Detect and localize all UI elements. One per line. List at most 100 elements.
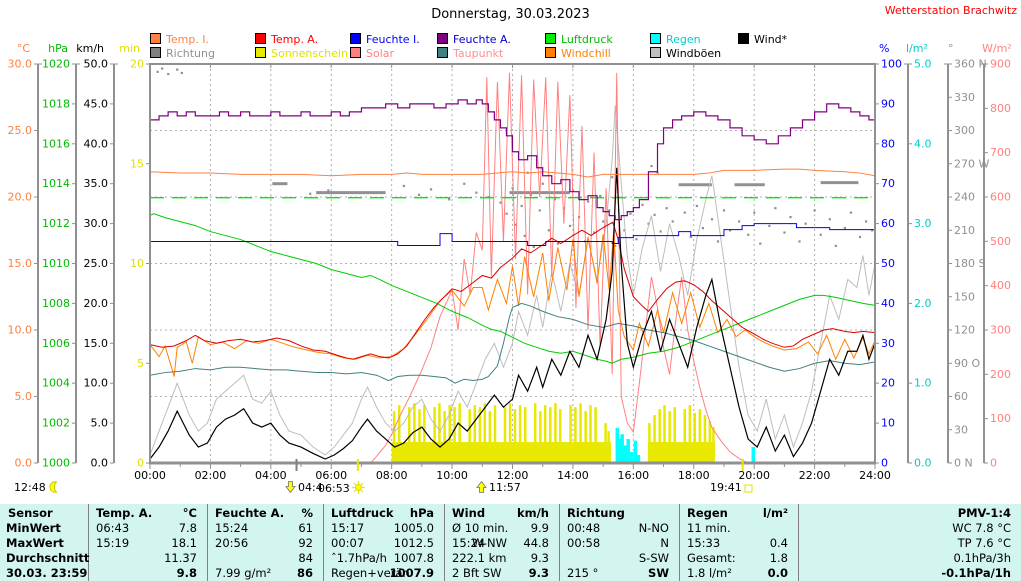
- series-sonnenschein-bar: [413, 403, 416, 462]
- column-unit: km/h: [516, 506, 549, 520]
- series-richtung-dot: [813, 209, 816, 212]
- series-sonnenschein-bar: [533, 403, 537, 462]
- series-sonnenschein-bar: [448, 405, 451, 462]
- series-taupunkt: [149, 302, 876, 384]
- legend-label: Feuchte I.: [366, 33, 420, 46]
- series-sonnenschein-bar: [418, 409, 421, 462]
- series-richtung-dot: [665, 207, 668, 210]
- series-regen-bar: [615, 427, 620, 462]
- axis-tick-label-humidity: 20: [881, 377, 895, 390]
- series-richtung-dot: [789, 215, 792, 219]
- cell-value: TP 7.6 °C: [957, 536, 1011, 550]
- series-sonnenschein-bar: [693, 413, 696, 462]
- column-unit: %: [301, 506, 313, 520]
- series-richtung-dot: [828, 218, 831, 221]
- axis-tick-label-direction: 120: [954, 324, 975, 337]
- legend-item-luftdruck: Luftdruck: [545, 33, 613, 46]
- series-sonnenschein-bar: [392, 411, 396, 462]
- axis-tick-label-humidity: 10: [881, 417, 895, 430]
- series-richtung-dot: [417, 193, 421, 196]
- series-feuchte-i: [150, 223, 875, 247]
- legend-item-feuchte-a: Feuchte A.: [437, 33, 511, 46]
- axis-tick-label-pressure: 1006: [42, 337, 70, 350]
- table-cell: 215 ° SW: [559, 566, 679, 581]
- series-sonnenschein-bar: [559, 409, 562, 462]
- axis-tick-label-direction: 210: [954, 224, 975, 237]
- legend-item-windboeen: Windböen: [650, 47, 721, 60]
- cell-time: 00:58: [567, 536, 601, 550]
- series-richtung-dot: [523, 234, 526, 237]
- axis-tick-label-temp: 30.0: [8, 58, 33, 71]
- solar-swatch-icon: [350, 47, 361, 58]
- series-sonnenschein-bar: [579, 403, 582, 462]
- axis-tick-label-solar: 300: [990, 324, 1011, 337]
- series-richtung-dot: [463, 182, 466, 185]
- cell-value: 9.9: [530, 521, 549, 535]
- x-axis-label: 24:00: [859, 469, 891, 482]
- cell-value: 9.8: [176, 566, 197, 580]
- legend-label: Regen: [666, 33, 701, 46]
- table-cell: ˆ1.7hPa/h 1007.8: [323, 551, 444, 566]
- cell-value: 7.8: [178, 521, 197, 535]
- series-richtung-dot: [843, 227, 846, 230]
- series-sonnenschein-bar: [683, 409, 686, 462]
- cell-time: Regen+verän: [331, 566, 410, 580]
- series-regen-bar: [751, 447, 756, 462]
- axis-unit-rain: l/m²: [906, 42, 928, 55]
- series-richtung-dot: [327, 189, 330, 192]
- axis-tick-label-humidity: 80: [881, 137, 895, 150]
- legend-item-feuchte-i: Feuchte I.: [350, 33, 420, 46]
- table-cell: 0.1hPa/3h: [798, 551, 1021, 566]
- series-sonnenschein-bar: [648, 423, 651, 462]
- series-richtung-dot: [659, 230, 662, 233]
- series-richtung-dot: [608, 209, 611, 212]
- cell-value: S-SW: [638, 551, 669, 565]
- series-richtung-dot: [729, 229, 732, 232]
- table-cell: 2 Bft SW 9.3: [444, 566, 559, 581]
- axis-tick-label-windspeed: 10.0: [84, 377, 109, 390]
- cell-time: 1.8 l/m²: [687, 566, 732, 580]
- luftdruck-swatch-icon: [545, 33, 556, 44]
- axis-tick-label-windspeed: 50.0: [84, 58, 109, 71]
- series-windboeen: [149, 105, 876, 456]
- x-axis-label: 20:00: [738, 469, 770, 482]
- axis-tick-label-pressure: 1020: [42, 58, 70, 71]
- table-row: 30.03. 23:59 9.8 7.99 g/m² 86 Regen+verän 100…: [0, 566, 1021, 581]
- table-cell: 00:07 1012.5: [323, 536, 444, 551]
- series-sonnenschein-bar: [574, 407, 577, 462]
- table-cell: 15:17 1005.0: [323, 521, 444, 536]
- table-cell: 222.1 km 9.3: [444, 551, 559, 566]
- axis-tick-label-solar: 400: [990, 279, 1011, 292]
- series-regen-bar: [620, 434, 624, 462]
- richtung-swatch-icon: [150, 47, 161, 58]
- cell-value: 1.8: [769, 551, 788, 565]
- series-sonnenschein-bar: [468, 409, 471, 462]
- cell-value: 0.1hPa/3h: [953, 551, 1011, 565]
- arrow-down-icon: [285, 481, 296, 494]
- x-axis-label: 08:00: [376, 469, 408, 482]
- series-richtung-dot: [671, 220, 674, 223]
- axis-tick-label-rain: 4.0: [914, 137, 932, 150]
- axis-tick-label-sunshine: 10: [130, 257, 144, 270]
- series-sonnenschein-bar: [569, 405, 572, 462]
- table-cell: Temp. A. °C: [88, 506, 207, 521]
- column-header: Feuchte A.: [215, 506, 285, 520]
- series-regen-bar: [626, 439, 630, 462]
- temp-a-swatch-icon: [255, 33, 266, 44]
- axis-tick-label-pressure: 1016: [42, 137, 70, 150]
- series-sonnenschein-bar: [443, 411, 446, 462]
- series-richtung-dot: [710, 218, 714, 221]
- axis-tick-label-sunshine: 20: [130, 58, 144, 71]
- axis-tick-label-direction: 360 N: [954, 58, 987, 71]
- axis-tick-label-solar: 200: [990, 368, 1011, 381]
- axis-tick-label-solar: 100: [990, 412, 1011, 425]
- axis-tick-label-rain: 0.0: [914, 457, 932, 470]
- column-header: Sensor: [8, 506, 53, 520]
- axis-tick-label-windspeed: 25.0: [84, 257, 109, 270]
- cell-time: 2 Bft SW: [452, 566, 502, 580]
- series-richtung-dot: [538, 209, 541, 212]
- marker-time: 11:57: [489, 481, 521, 494]
- table-separator: [798, 504, 799, 581]
- table-cell: MinWert: [0, 521, 88, 536]
- series-sonnenschein-bar: [523, 407, 527, 462]
